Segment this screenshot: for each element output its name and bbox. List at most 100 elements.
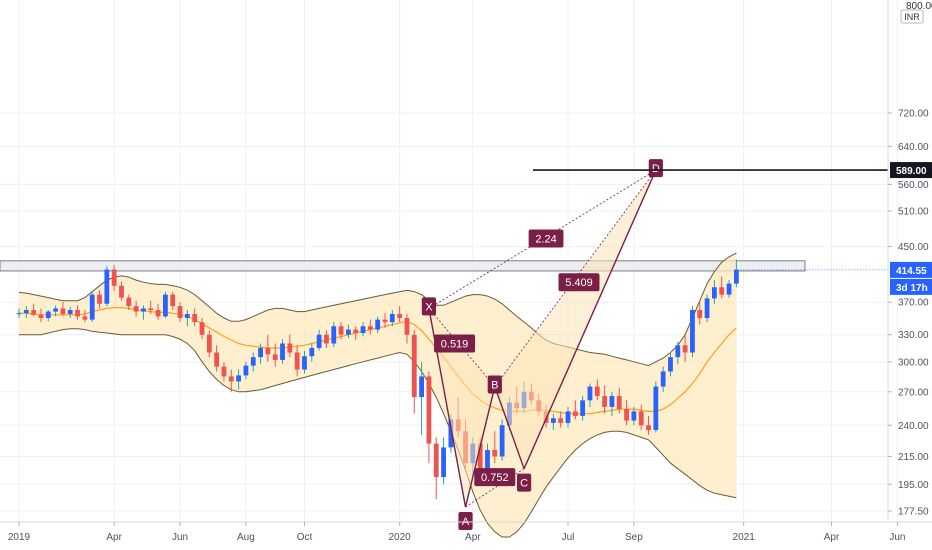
candle[interactable] [389,310,395,327]
candle[interactable] [126,294,132,311]
candle[interactable] [133,300,139,317]
candle[interactable] [587,383,593,407]
pattern-ratio-label[interactable]: 0.752 [474,468,516,487]
candle[interactable] [214,345,220,372]
candle[interactable] [638,404,644,431]
candle[interactable] [309,343,315,362]
candle[interactable] [97,290,102,309]
currency-label-box[interactable] [900,9,924,24]
candle[interactable] [726,280,732,298]
candle[interactable] [609,391,615,416]
candle[interactable] [360,322,366,337]
candle[interactable] [624,400,629,426]
candle[interactable] [272,343,278,367]
candle[interactable] [31,303,37,317]
candle[interactable] [426,371,432,464]
candle[interactable] [23,306,29,319]
pattern-ratio-label[interactable]: 2.24 [528,229,564,248]
candle[interactable] [119,281,124,301]
pattern-point-a[interactable]: A [458,512,473,531]
candle[interactable] [565,406,571,428]
candle[interactable] [60,302,66,317]
candle[interactable] [177,302,183,323]
candle[interactable] [375,316,381,334]
candle[interactable] [682,334,688,362]
candle[interactable] [346,324,351,339]
candle[interactable] [616,387,622,414]
candle[interactable] [287,334,293,358]
candle[interactable] [302,350,307,374]
candle[interactable] [236,369,241,390]
candle[interactable] [228,369,234,392]
candle[interactable] [433,437,439,500]
candle[interactable] [660,366,666,392]
candle[interactable] [668,352,673,377]
candle[interactable] [316,329,322,351]
candle[interactable] [243,361,249,380]
candle[interactable] [184,310,190,327]
pattern-point-x[interactable]: X [421,297,437,316]
candle[interactable] [602,385,607,414]
pattern-ratio-label[interactable]: 0.519 [434,334,476,353]
candle[interactable] [353,326,359,340]
candle[interactable] [492,431,498,464]
candle[interactable] [572,400,578,420]
candle[interactable] [38,308,44,323]
candle[interactable] [719,276,725,299]
candle[interactable] [148,300,154,314]
candle[interactable] [704,294,710,323]
candle[interactable] [404,313,410,344]
price-axis[interactable]: 720.00 640.00 560.00 510.00 450.00 370.00 330.… [888,108,929,518]
pattern-point-d[interactable]: D [648,159,663,178]
candle[interactable] [89,290,95,323]
candle[interactable] [53,305,58,317]
candle[interactable] [653,381,659,433]
candle[interactable] [141,305,146,320]
candle[interactable] [419,361,424,435]
time-axis[interactable]: 2019 Apr Jun Aug Oct 2020 Apr Jul Sep 2021 Apr Jun [8,522,906,543]
horizontal-levels[interactable] [533,169,888,271]
candle[interactable] [199,318,205,340]
candle[interactable] [45,310,51,322]
candle[interactable] [411,329,417,414]
candle[interactable] [675,341,681,364]
candle[interactable] [163,291,168,319]
candle[interactable] [294,345,300,377]
candle[interactable] [170,291,176,311]
candle[interactable] [646,415,651,435]
candle[interactable] [280,339,285,364]
pattern-point-c[interactable]: C [516,473,532,492]
candle[interactable] [397,306,403,323]
candle[interactable] [631,406,637,426]
candle[interactable] [111,264,117,291]
candle[interactable] [16,308,22,319]
candle[interactable] [690,306,695,358]
candle[interactable] [104,266,110,307]
harmonic-pattern[interactable]: X A B C D 0.519 0.752 2.24 5.409 [421,159,663,531]
candle[interactable] [733,259,739,288]
candle[interactable] [75,305,80,320]
candle[interactable] [382,313,388,328]
candle[interactable] [258,343,263,364]
candle[interactable] [206,330,212,358]
candle[interactable] [250,352,256,372]
pattern-ratio-label[interactable]: 5.409 [558,273,600,292]
candle[interactable] [338,322,344,340]
candle[interactable] [221,361,227,382]
candle[interactable] [331,322,337,348]
candle[interactable] [594,379,600,401]
candle[interactable] [580,396,586,421]
candle[interactable] [155,303,161,320]
candle[interactable] [697,300,703,325]
candle[interactable] [550,413,556,431]
candle[interactable] [67,306,73,319]
candle[interactable] [712,280,717,304]
candle[interactable] [265,334,271,362]
candle[interactable] [82,310,88,323]
candle[interactable] [192,308,198,327]
candle[interactable] [558,411,564,428]
candle[interactable] [367,319,373,335]
pattern-point-b[interactable]: B [487,375,502,394]
candle[interactable] [441,437,446,485]
